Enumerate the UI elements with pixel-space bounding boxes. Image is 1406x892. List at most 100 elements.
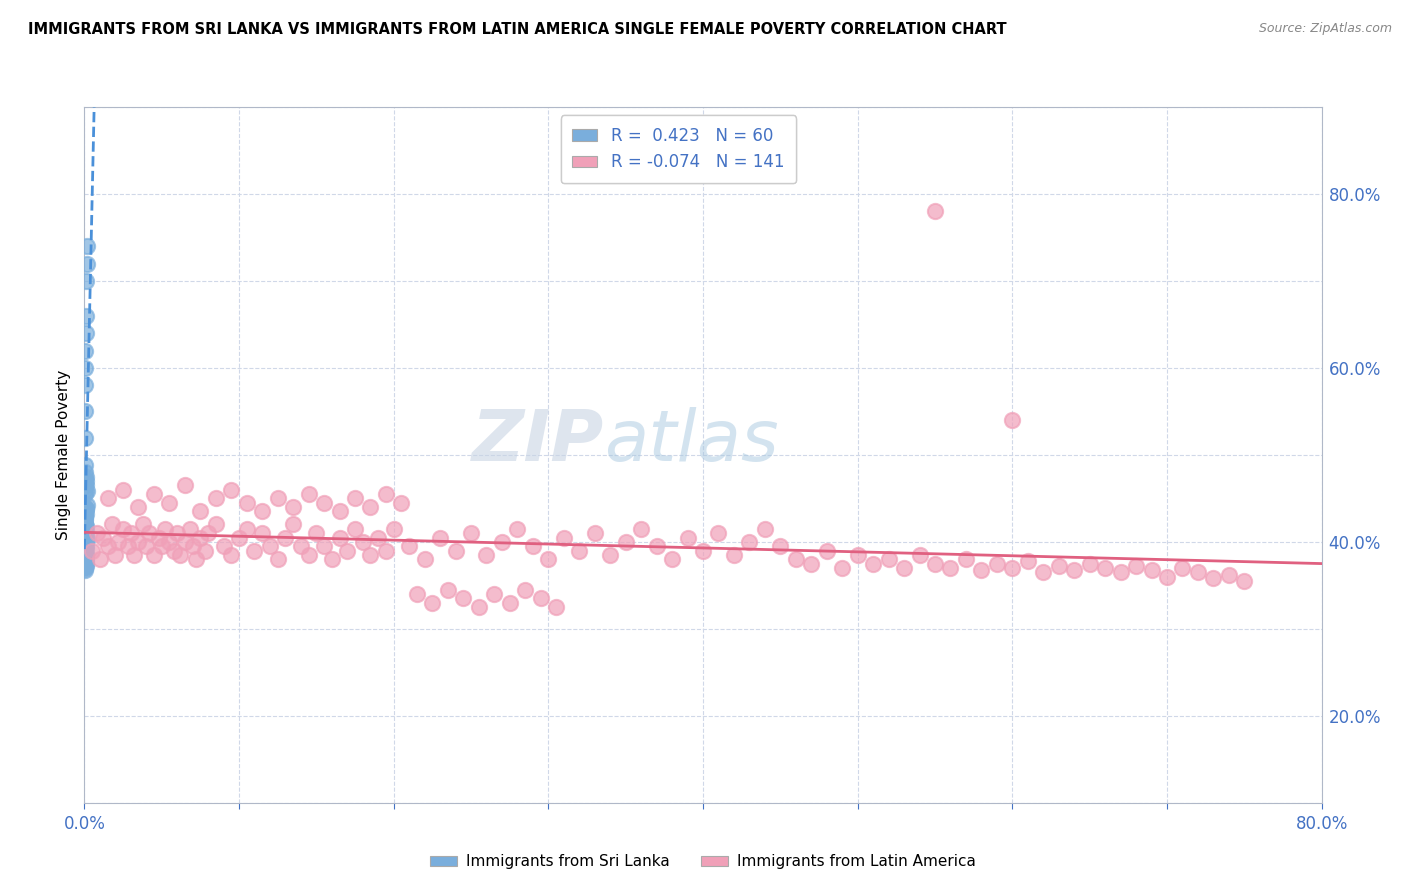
Point xyxy=(75,326,97,340)
Point xyxy=(499,596,522,610)
Point xyxy=(205,491,228,506)
Point xyxy=(815,543,838,558)
Point xyxy=(398,539,420,553)
Point xyxy=(169,548,191,562)
Point xyxy=(360,500,382,514)
Point xyxy=(166,526,188,541)
Point xyxy=(75,517,97,532)
Point xyxy=(1078,557,1101,571)
Point xyxy=(75,360,97,375)
Point xyxy=(73,431,96,445)
Point xyxy=(75,534,97,549)
Point xyxy=(75,474,97,488)
Point xyxy=(97,491,120,506)
Point xyxy=(1156,570,1178,584)
Point xyxy=(1202,571,1225,585)
Point xyxy=(188,531,212,545)
Point xyxy=(75,528,97,542)
Point xyxy=(76,256,98,270)
Point xyxy=(228,531,250,545)
Point xyxy=(112,522,135,536)
Point xyxy=(163,543,186,558)
Point xyxy=(707,526,730,541)
Point xyxy=(862,557,884,571)
Point xyxy=(468,600,491,615)
Point xyxy=(236,496,259,510)
Point xyxy=(1063,563,1085,577)
Point xyxy=(329,531,352,545)
Point xyxy=(360,548,382,562)
Legend: Immigrants from Sri Lanka, Immigrants from Latin America: Immigrants from Sri Lanka, Immigrants fr… xyxy=(423,848,983,875)
Point xyxy=(568,543,591,558)
Point xyxy=(107,534,129,549)
Point xyxy=(75,466,97,480)
Point xyxy=(630,522,652,536)
Point xyxy=(406,587,429,601)
Point xyxy=(460,526,482,541)
Legend: R =  0.423   N = 60, R = -0.074   N = 141: R = 0.423 N = 60, R = -0.074 N = 141 xyxy=(561,115,796,183)
Point xyxy=(73,517,96,532)
Text: IMMIGRANTS FROM SRI LANKA VS IMMIGRANTS FROM LATIN AMERICA SINGLE FEMALE POVERTY: IMMIGRANTS FROM SRI LANKA VS IMMIGRANTS … xyxy=(28,22,1007,37)
Point xyxy=(599,548,621,562)
Point xyxy=(132,517,155,532)
Point xyxy=(583,526,606,541)
Point xyxy=(75,472,97,486)
Point xyxy=(75,552,97,566)
Point xyxy=(1047,559,1070,574)
Point xyxy=(159,496,181,510)
Point xyxy=(329,504,352,518)
Point xyxy=(75,343,97,358)
Point xyxy=(75,528,97,542)
Point xyxy=(174,534,197,549)
Point xyxy=(143,548,166,562)
Point xyxy=(86,526,108,541)
Point xyxy=(522,539,544,553)
Point xyxy=(243,543,266,558)
Point xyxy=(274,531,297,545)
Point xyxy=(553,531,575,545)
Point xyxy=(75,559,97,574)
Point xyxy=(75,501,97,516)
Point xyxy=(75,563,97,577)
Point xyxy=(422,596,444,610)
Point xyxy=(73,513,96,527)
Point xyxy=(252,526,274,541)
Point xyxy=(1094,561,1116,575)
Point xyxy=(179,522,201,536)
Point xyxy=(75,501,97,516)
Point xyxy=(75,519,97,533)
Point xyxy=(546,600,568,615)
Point xyxy=(1140,563,1163,577)
Point xyxy=(128,534,150,549)
Point xyxy=(91,531,114,545)
Point xyxy=(73,550,96,565)
Point xyxy=(375,543,398,558)
Point xyxy=(73,404,96,418)
Point xyxy=(188,504,212,518)
Point xyxy=(73,561,96,575)
Point xyxy=(143,487,166,501)
Point xyxy=(738,534,761,549)
Point xyxy=(76,484,98,499)
Point xyxy=(205,517,228,532)
Point xyxy=(754,522,776,536)
Point xyxy=(135,539,157,553)
Point xyxy=(1001,561,1024,575)
Point xyxy=(236,522,259,536)
Point xyxy=(391,496,413,510)
Point xyxy=(174,478,197,492)
Point xyxy=(1001,413,1024,427)
Point xyxy=(800,557,823,571)
Point xyxy=(1032,566,1054,580)
Point xyxy=(1233,574,1256,588)
Point xyxy=(184,552,207,566)
Point xyxy=(314,496,336,510)
Point xyxy=(75,274,97,288)
Point xyxy=(75,500,97,514)
Point xyxy=(75,554,97,568)
Point xyxy=(120,526,142,541)
Point xyxy=(970,563,993,577)
Point xyxy=(75,548,97,562)
Point xyxy=(97,539,120,553)
Point xyxy=(924,204,946,219)
